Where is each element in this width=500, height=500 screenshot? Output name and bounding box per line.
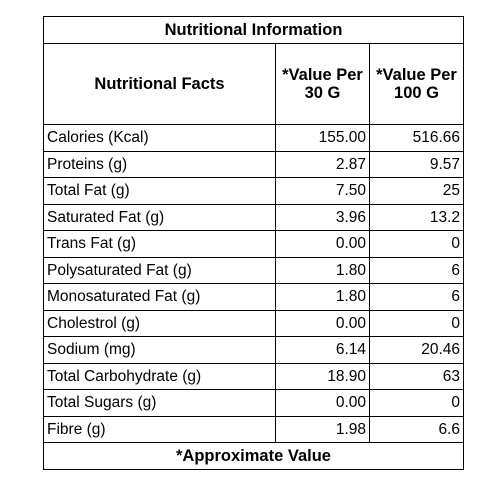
table-title: Nutritional Information (43, 16, 464, 44)
row-value-per-30g: 0.00 (275, 230, 370, 258)
table-row: Monosaturated Fat (g) 1.80 6 (43, 283, 464, 311)
row-name: Proteins (g) (43, 150, 276, 178)
header-value-per-100g: *Value Per 100 G (369, 43, 464, 125)
table-body: Calories (Kcal) 155.00 516.66 Proteins (… (43, 124, 464, 443)
row-value-per-30g: 0.00 (275, 309, 370, 337)
row-value-per-100g: 13.2 (369, 203, 464, 231)
row-value-per-30g: 1.98 (275, 415, 370, 443)
row-value-per-30g: 6.14 (275, 336, 370, 364)
row-name: Monosaturated Fat (g) (43, 283, 276, 311)
row-name: Calories (Kcal) (43, 124, 276, 152)
row-name: Sodium (mg) (43, 336, 276, 364)
header-nutritional-facts: Nutritional Facts (43, 43, 276, 125)
row-value-per-100g: 0 (369, 230, 464, 258)
row-value-per-30g: 7.50 (275, 177, 370, 205)
row-value-per-100g: 63 (369, 362, 464, 390)
row-value-per-30g: 0.00 (275, 389, 370, 417)
row-value-per-30g: 1.80 (275, 256, 370, 284)
row-value-per-100g: 516.66 (369, 124, 464, 152)
table-row: Proteins (g) 2.87 9.57 (43, 150, 464, 178)
title-row: Nutritional Information (43, 16, 464, 44)
table-row: Polysaturated Fat (g) 1.80 6 (43, 256, 464, 284)
table-row: Saturated Fat (g) 3.96 13.2 (43, 203, 464, 231)
row-name: Total Sugars (g) (43, 389, 276, 417)
table-row: Trans Fat (g) 0.00 0 (43, 230, 464, 258)
table-row: Calories (Kcal) 155.00 516.66 (43, 124, 464, 152)
row-value-per-100g: 25 (369, 177, 464, 205)
row-name: Trans Fat (g) (43, 230, 276, 258)
table-row: Total Carbohydrate (g) 18.90 63 (43, 362, 464, 390)
row-value-per-100g: 6.6 (369, 415, 464, 443)
row-value-per-100g: 9.57 (369, 150, 464, 178)
table-row: Sodium (mg) 6.14 20.46 (43, 336, 464, 364)
row-value-per-30g: 1.80 (275, 283, 370, 311)
row-value-per-100g: 0 (369, 389, 464, 417)
row-value-per-100g: 0 (369, 309, 464, 337)
row-value-per-100g: 6 (369, 256, 464, 284)
table-row: Cholestrol (g) 0.00 0 (43, 309, 464, 337)
header-row: Nutritional Facts *Value Per 30 G *Value… (43, 43, 464, 125)
row-value-per-30g: 155.00 (275, 124, 370, 152)
row-value-per-100g: 6 (369, 283, 464, 311)
row-name: Cholestrol (g) (43, 309, 276, 337)
footer-row: *Approximate Value (43, 442, 464, 470)
header-value-per-30g: *Value Per 30 G (275, 43, 370, 125)
row-value-per-100g: 20.46 (369, 336, 464, 364)
approximate-value-note: *Approximate Value (43, 442, 464, 470)
nutrition-table: Nutritional Information Nutritional Fact… (43, 16, 464, 470)
row-name: Fibre (g) (43, 415, 276, 443)
table-row: Total Fat (g) 7.50 25 (43, 177, 464, 205)
nutrition-table-container: Nutritional Information Nutritional Fact… (43, 16, 464, 470)
table-row: Fibre (g) 1.98 6.6 (43, 415, 464, 443)
row-name: Saturated Fat (g) (43, 203, 276, 231)
row-name: Polysaturated Fat (g) (43, 256, 276, 284)
row-name: Total Fat (g) (43, 177, 276, 205)
row-value-per-30g: 18.90 (275, 362, 370, 390)
table-row: Total Sugars (g) 0.00 0 (43, 389, 464, 417)
row-value-per-30g: 3.96 (275, 203, 370, 231)
row-value-per-30g: 2.87 (275, 150, 370, 178)
row-name: Total Carbohydrate (g) (43, 362, 276, 390)
